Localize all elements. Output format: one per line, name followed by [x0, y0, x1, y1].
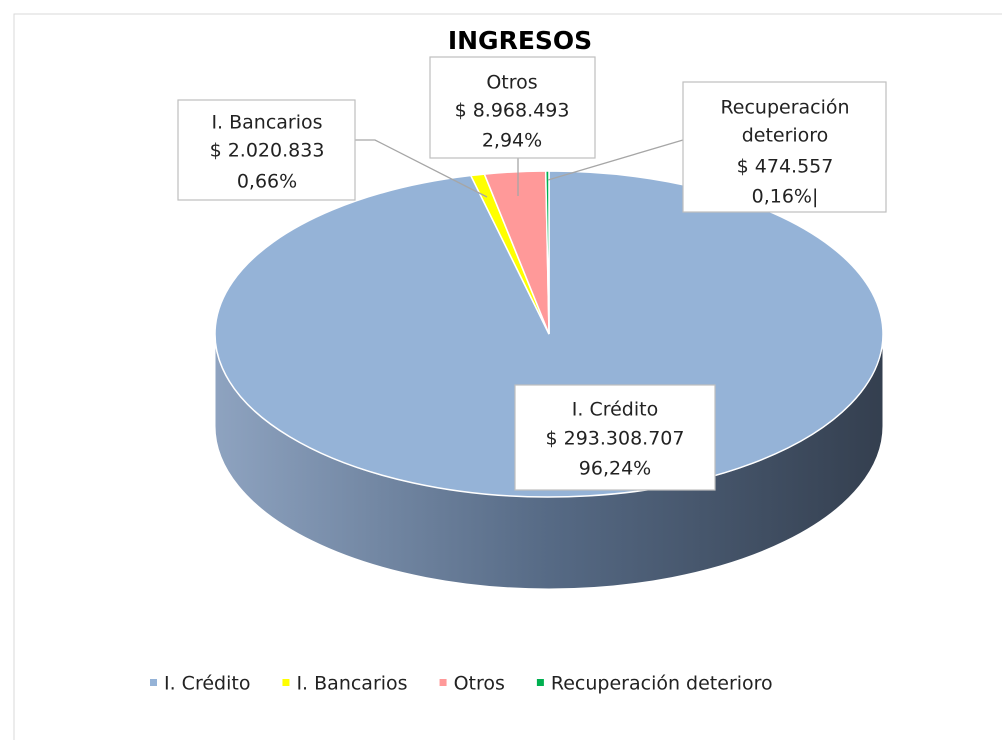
legend-label: Otros	[454, 673, 505, 695]
data-label-value: $ 8.968.493	[455, 100, 570, 122]
data-label-value: $ 474.557	[737, 156, 834, 178]
data-label-name: Otros	[486, 72, 537, 94]
leader-line	[355, 139, 488, 198]
label-box	[682, 81, 887, 213]
label-box	[429, 56, 596, 159]
label-box	[177, 99, 356, 201]
legend-marker	[150, 679, 157, 686]
pie-slice	[544, 170, 550, 335]
leader-line	[547, 139, 684, 181]
data-label-name: Recuperación	[720, 97, 849, 119]
legend-label: Recuperación deterioro	[551, 673, 773, 695]
chart-frame	[13, 13, 1002, 740]
legend: I. Crédito I. Bancarios Otros Recuperación …	[150, 673, 773, 695]
data-label-percent: 0,66%	[237, 171, 297, 193]
pie	[214, 170, 884, 590]
legend-label: I. Bancarios	[296, 673, 407, 695]
data-label-name: deterioro	[742, 125, 829, 147]
chart-title: INGRESOS	[448, 26, 592, 55]
data-label-value: $ 2.020.833	[210, 140, 325, 162]
data-label-name: I. Crédito	[572, 399, 658, 421]
legend-marker	[282, 679, 290, 686]
legend-label: I. Crédito	[164, 673, 250, 695]
data-labels: I. Crédito $ 293.308.707 96,24% I. Bancario…	[177, 56, 887, 491]
legend-marker	[439, 679, 447, 686]
legend-marker	[536, 679, 544, 686]
data-label-percent: 0,16%|	[752, 186, 819, 208]
data-label-name: I. Bancarios	[211, 112, 322, 134]
data-label-percent: 96,24%	[579, 458, 651, 480]
data-label-value: $ 293.308.707	[545, 428, 684, 450]
label-box	[514, 384, 716, 491]
data-label-percent: 2,94%	[482, 130, 542, 152]
